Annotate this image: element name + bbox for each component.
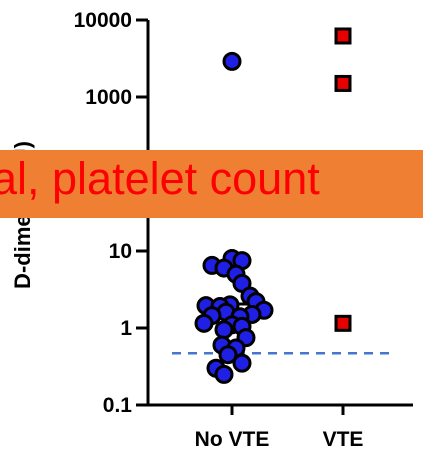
x-category-label: VTE: [323, 428, 364, 451]
vte-point: [334, 314, 352, 332]
no-vte-point: [218, 345, 238, 365]
no-vte-point: [214, 364, 234, 384]
y-tick-label: 1: [120, 317, 132, 340]
no-vte-point: [194, 313, 214, 333]
no-vte-point: [232, 353, 252, 373]
x-category-labels: No VTE VTE: [195, 428, 364, 451]
no-vte-point: [214, 320, 234, 340]
x-category-label: No VTE: [195, 428, 270, 451]
y-tick-label: 0.1: [103, 394, 133, 417]
y-tick-label: 10: [109, 240, 132, 263]
overlay-banner-text: al, platelet count: [0, 153, 320, 204]
no-vte-point: [222, 51, 242, 71]
vte-point: [334, 27, 352, 45]
vte-point: [334, 74, 352, 92]
y-tick-label: 10000: [74, 9, 132, 32]
data-points: [194, 27, 352, 384]
y-ticks: 0.1 1 10 1000 10000: [74, 9, 345, 417]
y-tick-label: 1000: [85, 86, 132, 109]
overlay-banner: al, platelet count: [0, 150, 423, 218]
